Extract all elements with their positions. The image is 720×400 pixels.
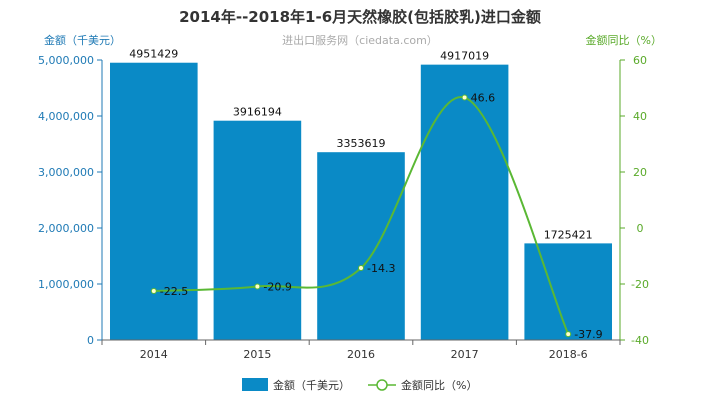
right-tick-label: -20 — [631, 278, 649, 291]
chart-subtitle: 进出口服务网（ciedata.com） — [282, 33, 438, 47]
right-tick-label: -40 — [631, 334, 649, 347]
left-axis-title: 金额（千美元） — [44, 33, 121, 47]
x-tick-label: 2015 — [243, 348, 271, 361]
bar-value-label: 4917019 — [440, 50, 489, 63]
bar — [110, 62, 198, 341]
yoy-value-label: -22.5 — [160, 285, 188, 298]
yoy-point — [150, 288, 157, 294]
right-tick-label: 40 — [633, 110, 647, 123]
bar — [524, 243, 612, 340]
x-tick-label: 2018-6 — [549, 348, 588, 361]
legend-label-bar: 金额（千美元） — [273, 378, 350, 392]
bar-series — [110, 62, 612, 341]
x-tick-label: 2017 — [451, 348, 479, 361]
legend-label-line: 金额同比（%） — [401, 378, 477, 392]
bar-value-label: 3353619 — [337, 137, 386, 150]
left-tick-label: 3,000,000 — [38, 166, 94, 179]
left-tick-label: 2,000,000 — [38, 222, 94, 235]
line-series — [150, 94, 572, 338]
yoy-point — [358, 265, 364, 272]
yoy-value-label: 46.6 — [471, 92, 496, 105]
legend-item-bar[interactable]: 金额（千美元） — [242, 378, 350, 392]
bar-value-label: 4951429 — [129, 48, 178, 61]
yoy-point — [461, 94, 468, 101]
bar — [213, 120, 302, 340]
yoy-value-label: -37.9 — [574, 328, 602, 341]
yoy-point — [254, 283, 261, 290]
yoy-point — [565, 331, 572, 338]
yoy-line — [153, 96, 570, 335]
legend[interactable]: 金额（千美元） 金额同比（%） — [242, 378, 477, 392]
left-tick-label: 4,000,000 — [38, 110, 94, 123]
data-labels: 4951429 3916194 3353619 4917019 1725421 -22.5… — [129, 48, 602, 341]
left-tick-label: 1,000,000 — [38, 278, 94, 291]
yoy-value-label: -20.9 — [263, 281, 291, 294]
yoy-value-label: -14.3 — [367, 262, 395, 275]
right-tick-label: 0 — [637, 222, 644, 235]
legend-item-line[interactable]: 金额同比（%） — [368, 378, 477, 392]
legend-swatch-bar — [242, 378, 268, 391]
bar — [317, 152, 405, 340]
right-axis-title: 金额同比（%） — [586, 33, 662, 47]
axes: 0 1,000,000 2,000,000 3,000,000 4,000,000 5,0… — [38, 54, 649, 361]
bar — [420, 64, 509, 340]
legend-swatch-marker — [376, 379, 388, 391]
left-tick-label: 5,000,000 — [38, 54, 94, 67]
left-tick-label: 0 — [87, 334, 94, 347]
chart-title: 2014年--2018年1-6月天然橡胶(包括胶乳)进口金额 — [179, 8, 541, 26]
x-tick-label: 2014 — [140, 348, 168, 361]
bar-value-label: 1725421 — [544, 228, 593, 241]
right-tick-label: 20 — [633, 166, 647, 179]
right-tick-label: 60 — [633, 54, 647, 67]
x-tick-label: 2016 — [347, 348, 375, 361]
bar-value-label: 3916194 — [233, 106, 282, 119]
